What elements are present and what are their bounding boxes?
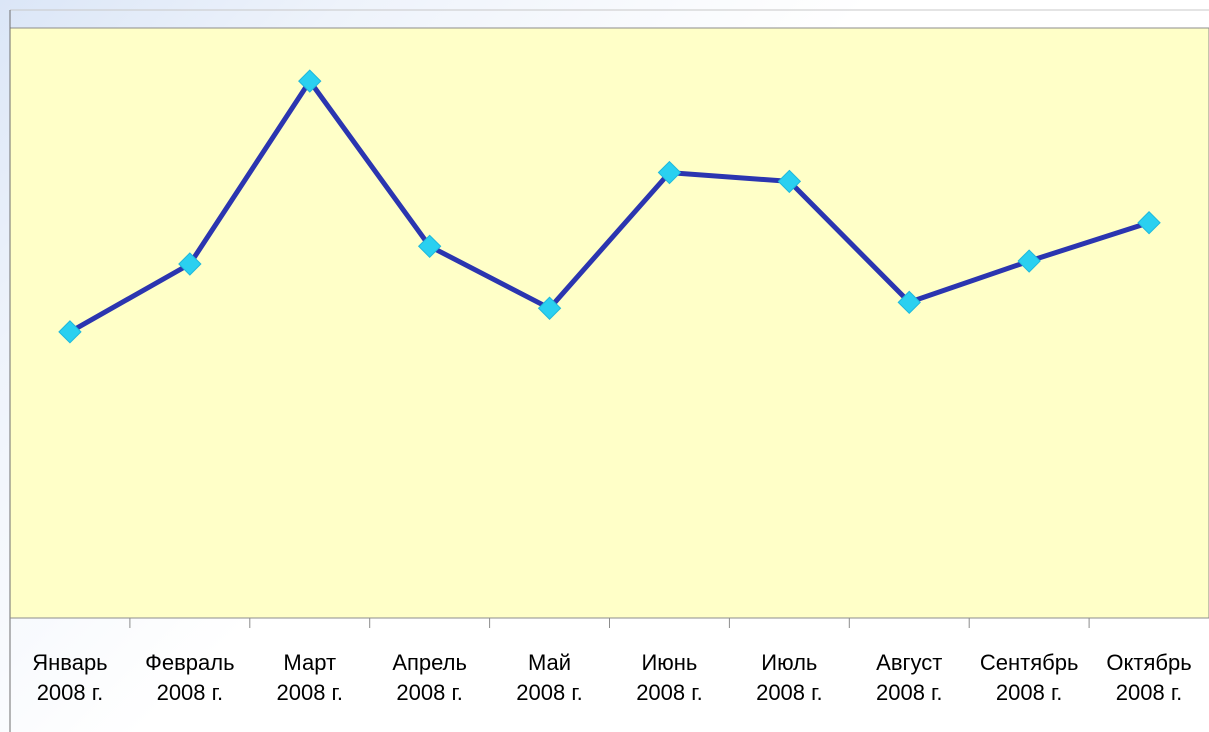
data-point-marker: [178, 252, 202, 276]
data-point-marker: [897, 290, 921, 315]
x-tick-label-year: 2008 г.: [516, 680, 583, 705]
x-tick-label: Апрель 2008 г.: [392, 650, 467, 705]
plot-area: [9, 27, 1209, 619]
series-line: [68, 78, 1150, 335]
x-tick-label: Октябрь 2008 г.: [1106, 650, 1191, 705]
x-tick-label-year: 2008 г.: [37, 680, 104, 705]
data-point-marker: [1017, 249, 1041, 273]
x-tick-label-year: 2008 г.: [996, 680, 1063, 705]
x-tick-label-month: Январь: [32, 650, 107, 675]
x-tick-label: Февраль 2008 г.: [145, 650, 234, 705]
x-tick-label: Март 2008 г.: [276, 650, 343, 705]
x-axis-labels: Январь 2008 г.Февраль 2008 г.Март 2008 г.Ап…: [32, 650, 1191, 705]
x-tick-label-month: Октябрь: [1106, 650, 1191, 675]
x-tick-label-year: 2008 г.: [276, 680, 343, 705]
x-tick-label-month: Сентябрь: [980, 650, 1079, 675]
x-tick-label: Январь 2008 г.: [32, 650, 107, 705]
x-tick-label-month: Август: [876, 650, 942, 675]
x-tick-label-month: Июнь: [641, 650, 697, 675]
series-layer: [58, 69, 1161, 344]
x-tick-label: Июль 2008 г.: [756, 650, 823, 705]
x-tick-label-year: 2008 г.: [636, 680, 703, 705]
x-tick-label-year: 2008 г.: [876, 680, 943, 705]
data-point-marker: [417, 234, 442, 259]
x-tick-label-year: 2008 г.: [396, 680, 463, 705]
x-tick-label: Май 2008 г.: [516, 650, 583, 705]
data-point-marker: [298, 69, 322, 93]
data-point-marker: [58, 320, 82, 344]
x-tick-label-month: Апрель: [392, 650, 467, 675]
x-tick-label-month: Май: [528, 650, 571, 675]
data-point-marker: [657, 160, 682, 185]
x-tick-label: Сентябрь 2008 г.: [980, 650, 1079, 705]
data-point-marker: [777, 169, 802, 194]
x-tick-label-month: Февраль: [145, 650, 234, 675]
x-tick-label: Август 2008 г.: [876, 650, 943, 705]
x-tick-label-year: 2008 г.: [157, 680, 224, 705]
data-point-marker: [537, 296, 562, 320]
x-tick-label-month: Июль: [761, 650, 817, 675]
x-tick-label-year: 2008 г.: [756, 680, 823, 705]
x-tick-label-year: 2008 г.: [1116, 680, 1183, 705]
x-tick-label-month: Март: [283, 650, 336, 675]
x-axis: [10, 617, 1209, 628]
x-tick-label: Июнь 2008 г.: [636, 650, 703, 705]
data-point-marker: [1137, 210, 1161, 235]
